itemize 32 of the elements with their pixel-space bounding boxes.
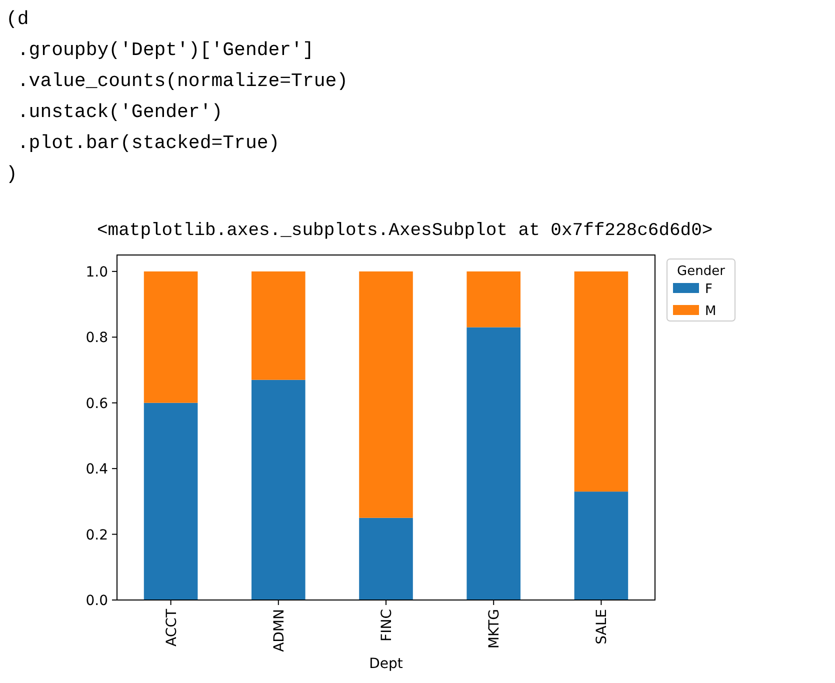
y-tick-label: 0.6 bbox=[86, 396, 108, 412]
bar bbox=[252, 271, 306, 380]
bar bbox=[144, 271, 198, 403]
y-tick-label: 0.8 bbox=[86, 330, 108, 346]
bar bbox=[466, 271, 520, 328]
bar bbox=[574, 492, 628, 600]
text: .plot.bar(stacked=True) bbox=[6, 132, 280, 154]
text: .unstack('Gender') bbox=[6, 101, 223, 123]
x-tick-label: SALE bbox=[594, 609, 610, 644]
y-tick-label: 0.2 bbox=[86, 527, 108, 544]
text: .groupby('Dept')['Gender'] bbox=[6, 39, 314, 61]
x-tick-label: ADMN bbox=[271, 609, 288, 652]
y-tick-label: 0.0 bbox=[86, 593, 108, 609]
bar bbox=[466, 327, 520, 600]
x-tick-label: ACCT bbox=[164, 608, 180, 646]
text: ) bbox=[6, 163, 18, 185]
x-axis-title: Dept bbox=[369, 656, 404, 672]
text: .value_counts(normalize=True) bbox=[6, 70, 348, 92]
bar bbox=[252, 380, 306, 600]
text: (d bbox=[6, 8, 29, 30]
y-tick-label: 0.4 bbox=[86, 462, 108, 478]
y-tick-label: 1.0 bbox=[86, 264, 108, 280]
legend-label: F bbox=[705, 282, 712, 297]
bar bbox=[359, 518, 413, 600]
bar bbox=[144, 402, 198, 600]
x-tick-label: MKTG bbox=[486, 609, 503, 649]
legend-title: Gender bbox=[677, 264, 726, 279]
bar bbox=[574, 271, 628, 492]
x-tick-label: FINC bbox=[379, 608, 395, 642]
legend-label: M bbox=[705, 304, 716, 319]
bar bbox=[359, 271, 413, 518]
text: <matplotlib.axes._subplots.AxesSubplot at 0x7ff228c6d6d0> bbox=[97, 221, 713, 241]
